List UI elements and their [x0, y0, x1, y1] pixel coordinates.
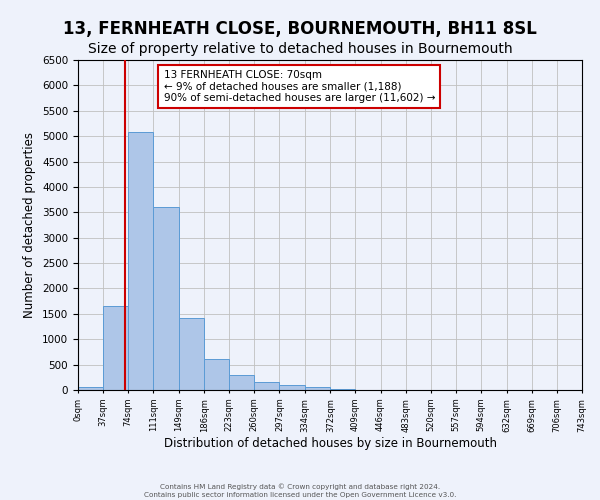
Bar	[103, 306, 128, 390]
Bar	[229, 375, 254, 390]
Bar	[280, 386, 305, 390]
Bar	[254, 382, 280, 390]
Text: 13, FERNHEATH CLOSE, BOURNEMOUTH, BH11 8SL: 13, FERNHEATH CLOSE, BOURNEMOUTH, BH11 8…	[63, 20, 537, 38]
Bar	[204, 358, 229, 390]
Bar	[153, 207, 179, 390]
Bar	[305, 388, 331, 390]
X-axis label: Distribution of detached houses by size in Bournemouth: Distribution of detached houses by size …	[163, 437, 497, 450]
Text: Size of property relative to detached houses in Bournemouth: Size of property relative to detached ho…	[88, 42, 512, 56]
Bar	[179, 318, 204, 390]
Y-axis label: Number of detached properties: Number of detached properties	[23, 132, 37, 318]
Text: 13 FERNHEATH CLOSE: 70sqm
← 9% of detached houses are smaller (1,188)
90% of sem: 13 FERNHEATH CLOSE: 70sqm ← 9% of detach…	[164, 70, 435, 103]
Bar	[128, 132, 153, 390]
Bar	[78, 387, 103, 390]
Text: Contains HM Land Registry data © Crown copyright and database right 2024.
Contai: Contains HM Land Registry data © Crown c…	[144, 484, 456, 498]
